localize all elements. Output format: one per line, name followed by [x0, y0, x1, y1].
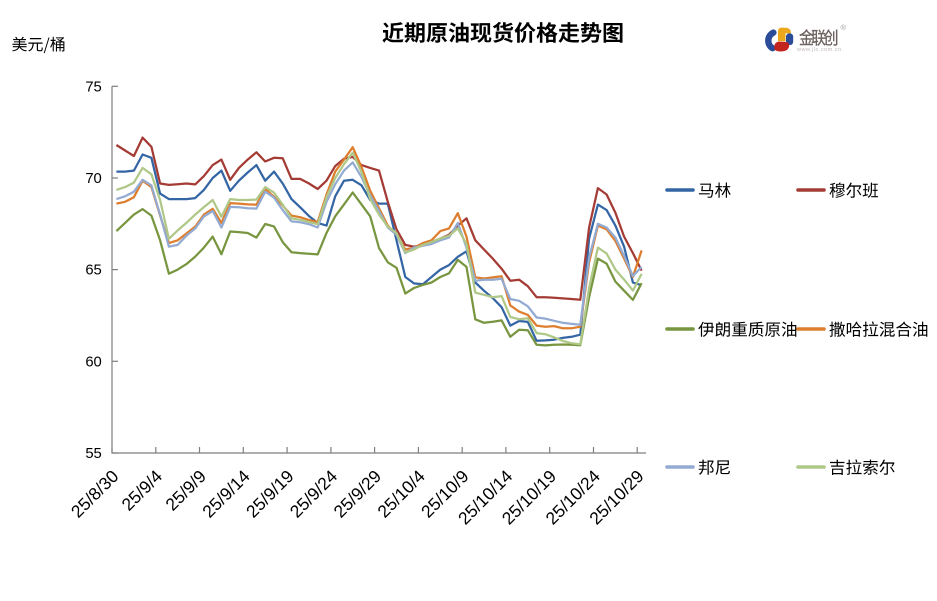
svg-text:®: ® — [841, 23, 847, 32]
svg-text:70: 70 — [85, 171, 101, 187]
svg-text:60: 60 — [85, 354, 101, 370]
svg-text:www.jlc.com.cn: www.jlc.com.cn — [796, 47, 841, 53]
svg-text:75: 75 — [85, 79, 101, 95]
svg-text:55: 55 — [85, 446, 101, 462]
svg-text:65: 65 — [85, 263, 101, 279]
